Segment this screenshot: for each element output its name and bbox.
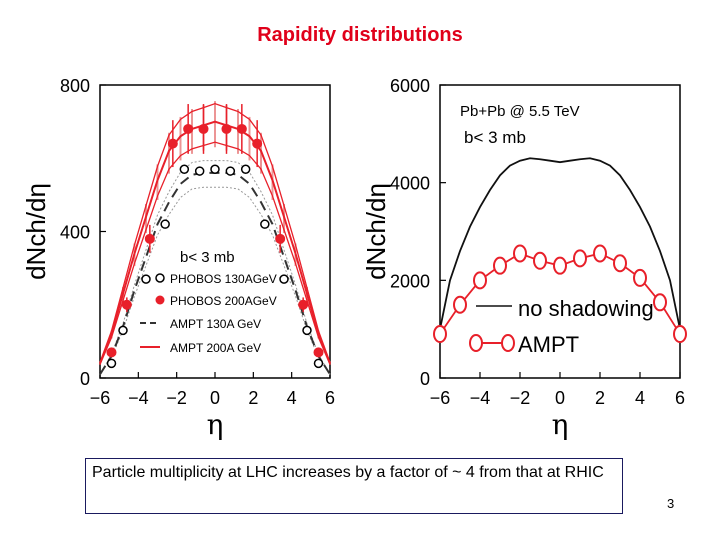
chart2-xtick-label: 0 — [555, 388, 565, 408]
legend-label: AMPT 130A GeV — [170, 317, 261, 331]
chart1-xtick-label: 0 — [210, 388, 220, 408]
phobos130-point — [141, 274, 151, 284]
legend-ampt-marker-left — [469, 334, 483, 352]
phobos130-point — [210, 164, 220, 174]
phobos130-point — [225, 166, 236, 176]
ampt-point — [513, 244, 527, 263]
ampt-point — [493, 256, 507, 275]
chart2-xtick-label: 2 — [595, 388, 605, 408]
ampt-point — [633, 268, 647, 287]
chart2-xtick-label: −2 — [510, 388, 531, 408]
ampt200-band-lower — [99, 141, 331, 365]
ampt-point — [613, 254, 627, 273]
chart2-ytick-label: 2000 — [390, 271, 430, 291]
phobos130-point — [106, 358, 117, 369]
chart1-xtick-label: −6 — [90, 388, 111, 408]
chart2-subtitle: b< 3 mb — [464, 128, 526, 147]
phobos130-point — [160, 219, 170, 229]
slide-title: Rapidity distributions — [257, 24, 463, 46]
chart1-xtick-label: 6 — [325, 388, 335, 408]
phobos200-point — [275, 233, 286, 244]
chart1-xtick-label: −2 — [166, 388, 187, 408]
ampt130-band-upper — [99, 160, 331, 375]
chart2-ytick-label: 0 — [420, 369, 430, 389]
chart2-xlabel: η — [552, 408, 569, 441]
ampt130-band-lower — [99, 186, 331, 375]
ampt200-band-upper — [99, 102, 331, 363]
ampt-point — [653, 293, 667, 312]
phobos200-point — [198, 123, 209, 134]
legend-label: PHOBOS 130AGeV — [170, 272, 277, 286]
phobos200-point — [183, 123, 194, 134]
phobos130-point — [313, 358, 324, 369]
chart1-xlabel: η — [207, 408, 224, 441]
chart1-ytick-label: 0 — [80, 369, 90, 389]
phobos130-point — [302, 325, 312, 336]
no-shadowing-line — [439, 157, 681, 330]
legend-phobos130-marker — [155, 273, 165, 283]
chart1-ytick-label: 400 — [60, 223, 90, 243]
phobos200-point — [252, 138, 263, 149]
chart2-xtick-label: −4 — [470, 388, 491, 408]
chart1-ylabel: dNch/dη — [21, 183, 51, 280]
phobos130-point — [194, 166, 205, 176]
phobos130-point — [279, 274, 289, 284]
chart2-xtick-label: −6 — [430, 388, 451, 408]
chart2-ytick-label: 4000 — [390, 174, 430, 194]
phobos130-point — [240, 164, 251, 174]
legend-label: PHOBOS 200AGeV — [170, 294, 277, 308]
chart2-title: Pb+Pb @ 5.5 TeV — [460, 103, 580, 120]
chart1-xtick-label: 2 — [248, 388, 258, 408]
legend-phobos200-marker — [155, 295, 165, 305]
phobos200-point — [144, 233, 155, 244]
ampt-point — [673, 325, 687, 344]
phobos200-point — [221, 123, 232, 134]
caption-box: Particle multiplicity at LHC increases b… — [85, 458, 623, 514]
legend-no-shadowing-label: no shadowing — [518, 296, 654, 321]
chart1-ytick-label: 800 — [60, 76, 90, 96]
chart2-xtick-label: 6 — [675, 388, 685, 408]
chart2-ylabel: dNch/dη — [361, 183, 391, 280]
page-number: 3 — [667, 496, 675, 511]
ampt-point — [593, 244, 607, 263]
ampt-point — [533, 251, 547, 270]
legend-ampt-marker-right — [501, 334, 515, 352]
phobos200-point — [121, 299, 132, 310]
ampt-point — [573, 249, 587, 268]
ampt-point — [433, 325, 447, 344]
chart2-ytick-label: 6000 — [390, 76, 430, 96]
ampt-point — [553, 256, 567, 275]
chart1-xtick-label: 4 — [287, 388, 297, 408]
legend-label: AMPT 200A GeV — [170, 341, 261, 355]
phobos200-point — [106, 347, 117, 358]
ampt-point — [453, 295, 467, 314]
ampt200-line — [99, 120, 331, 364]
legend-ampt-label: AMPT — [518, 332, 579, 357]
chart1-annotation: b< 3 mb — [180, 249, 235, 266]
phobos130-point — [260, 219, 270, 229]
phobos200-point — [236, 123, 247, 134]
phobos200-point — [298, 299, 309, 310]
phobos130-point — [179, 164, 190, 174]
chart1-xtick-label: −4 — [128, 388, 149, 408]
chart2-xtick-label: 4 — [635, 388, 645, 408]
phobos200-point — [167, 138, 178, 149]
ampt-point — [473, 271, 487, 290]
phobos130-point — [118, 325, 128, 336]
phobos200-point — [313, 347, 324, 358]
